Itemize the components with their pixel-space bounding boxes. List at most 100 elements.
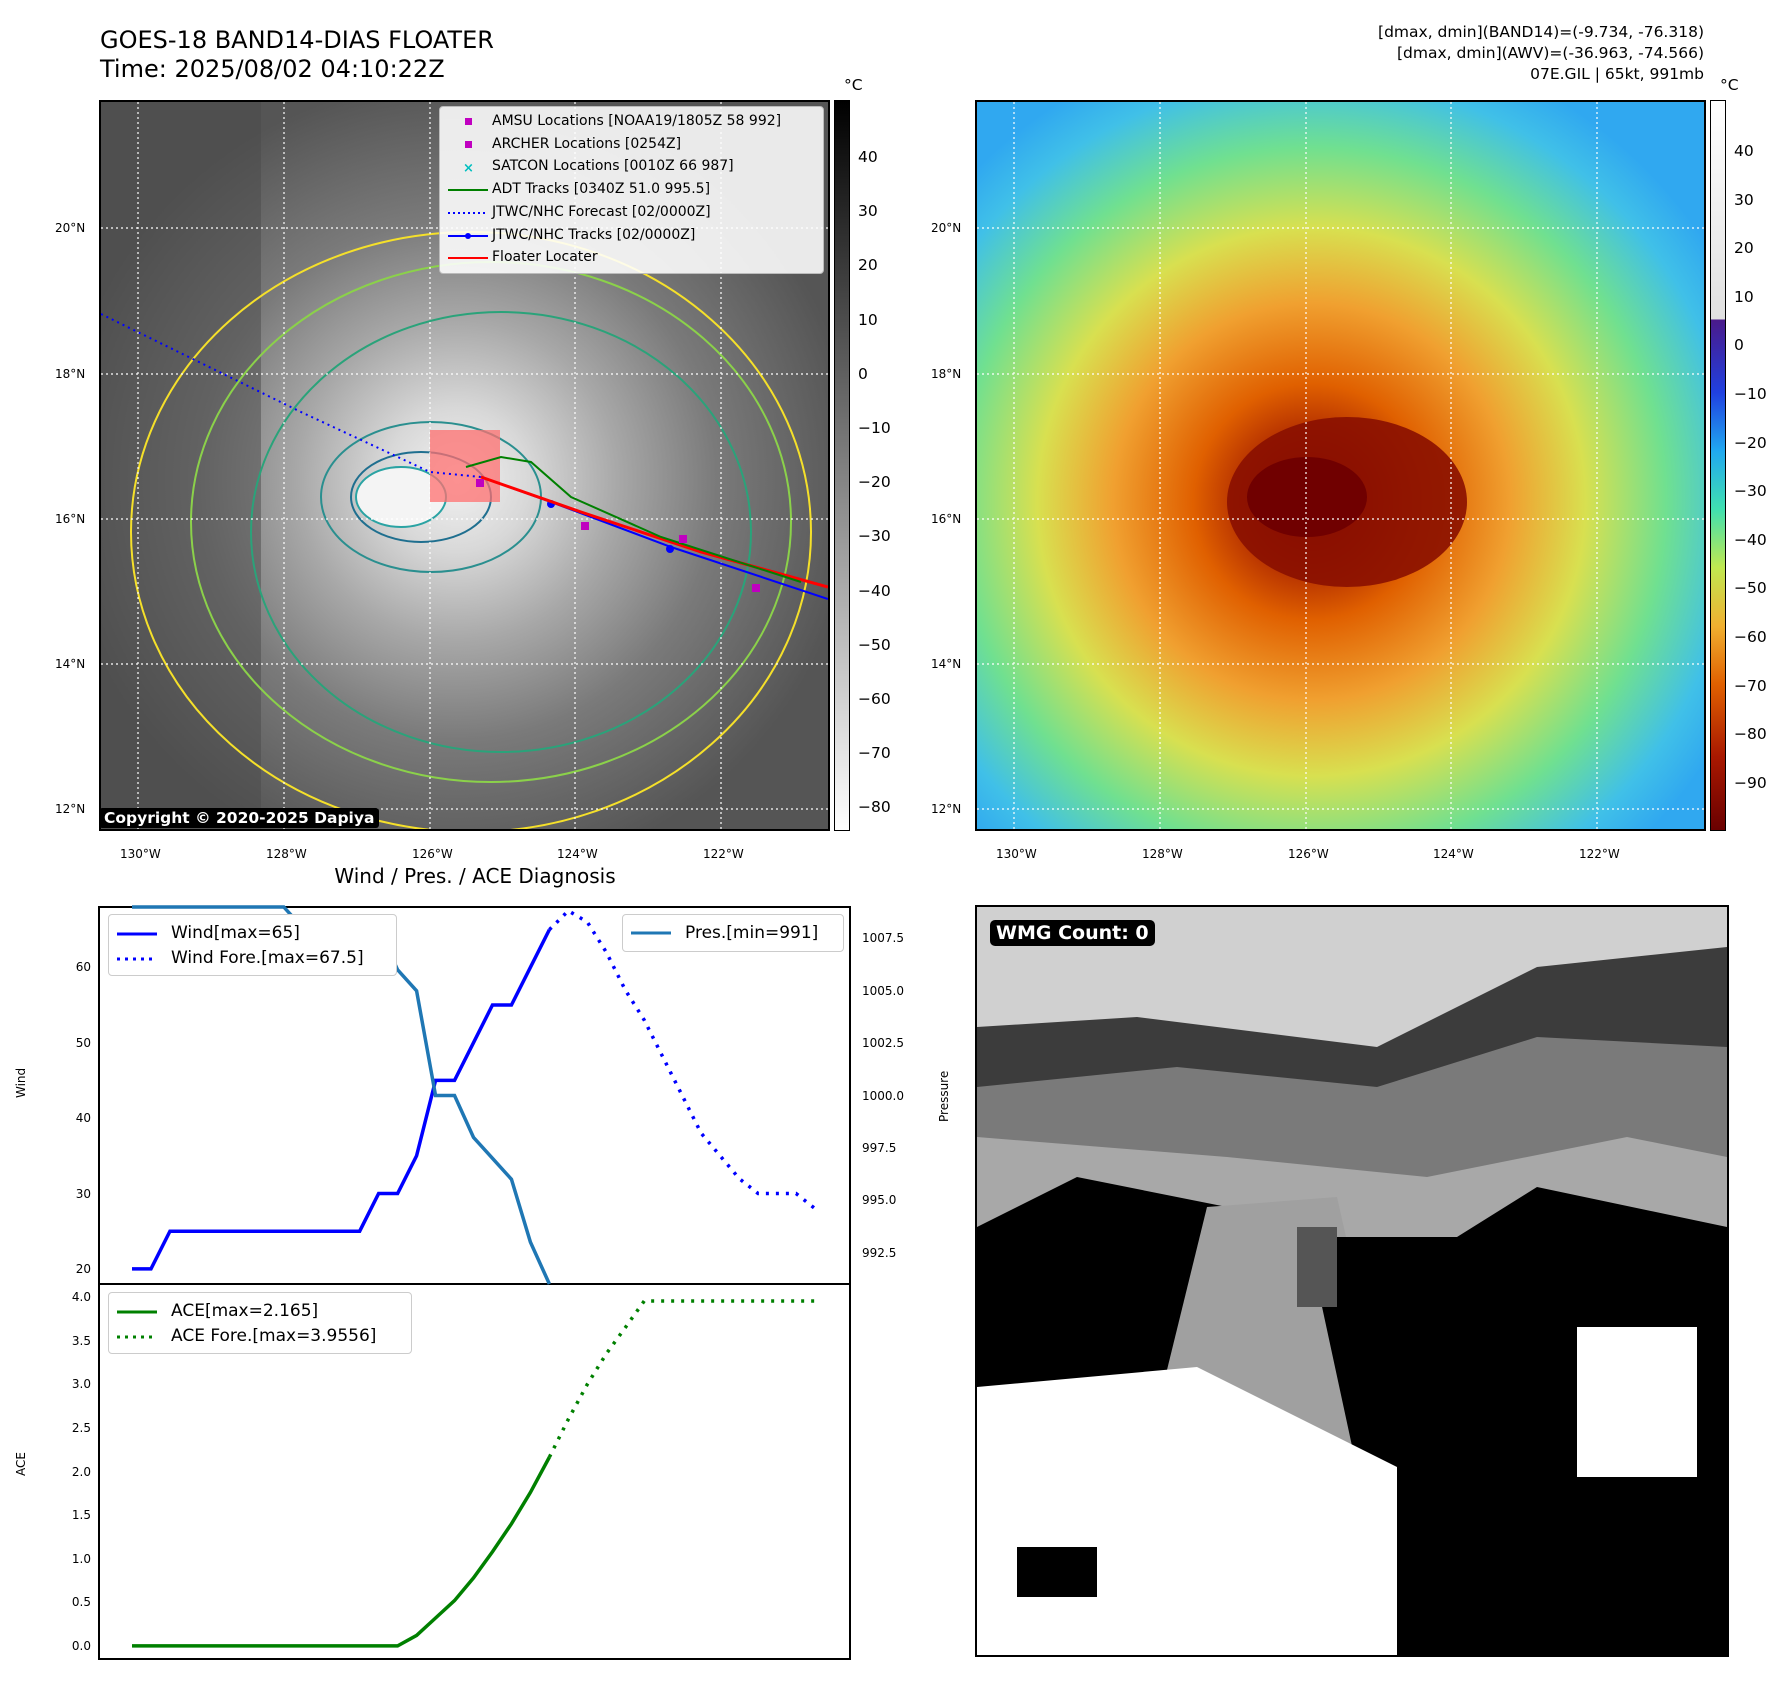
colorbar-tick-label: −40 [1734, 530, 1767, 549]
pressure-tick-label: 1005.0 [862, 983, 904, 998]
ace-tick-label: 2.5 [71, 1420, 91, 1435]
pressure-tick-label: 997.5 [862, 1140, 897, 1155]
wind-axis-label: Wind [14, 1067, 28, 1098]
pressure-legend: Pres.[min=991] [622, 914, 844, 952]
lat-tick-label: 12°N [55, 802, 86, 816]
pressure-legend-symbol [631, 931, 671, 935]
svg-text:×: × [463, 161, 474, 176]
legend-label: ADT Tracks [0340Z 51.0 995.5] [492, 181, 711, 198]
wmg-count-label: WMG Count: 0 [990, 920, 1155, 946]
legend-symbol [448, 211, 488, 214]
pressure-axis-label: Pressure [937, 1070, 951, 1122]
wind-tick-label: 40 [75, 1111, 91, 1126]
pressure-legend-label: Pres.[min=991] [685, 923, 819, 943]
colorbar-tick-label: −40 [858, 581, 891, 600]
pressure-tick-label: 1000.0 [862, 1088, 904, 1103]
ace-tick-label: 0.5 [71, 1595, 91, 1610]
colorbar-tick-label: −10 [1734, 385, 1767, 403]
ace-legend: ACE[max=2.165] ACE Fore.[max=3.9556] [108, 1292, 412, 1354]
ace-axis-label: ACE [14, 1452, 28, 1476]
wind-legend-label: Wind[max=65] [171, 923, 300, 943]
lon-tick-label: 124°W [1433, 847, 1474, 861]
lat-tick-label: 12°N [931, 802, 962, 816]
lat-tick-label: 20°N [55, 221, 86, 235]
colorbar-tick-label: −80 [1734, 725, 1767, 744]
lon-tick-label: 128°W [266, 847, 307, 861]
ace-fore-legend-label: ACE Fore.[max=3.9556] [171, 1326, 377, 1346]
lon-tick-label: 122°W [703, 847, 744, 861]
ace-tick-label: 2.0 [71, 1464, 91, 1479]
awv-map-panel [975, 100, 1706, 831]
legend-symbol [465, 140, 472, 148]
awv-range: [dmax, dmin](AWV)=(-36.963, -74.566) [1397, 44, 1704, 62]
lon-tick-label: 130°W [120, 847, 161, 861]
pressure-tick-label: 1002.5 [862, 1036, 904, 1051]
amsu-marker [581, 522, 589, 530]
pressure-tick-label: 995.0 [862, 1193, 897, 1208]
colorbar-tick-label: −10 [858, 419, 891, 437]
copyright-label: Copyright © 2020-2025 Dapiya [99, 808, 380, 828]
legend-label: SATCON Locations [0010Z 66 987] [492, 158, 734, 175]
lon-tick-label: 122°W [1579, 847, 1620, 861]
figure-title: GOES-18 BAND14-DIAS FLOATER Time: 2025/0… [100, 26, 494, 84]
ace-tick-label: 1.5 [71, 1508, 91, 1523]
colorbar-tick-label: 10 [1734, 287, 1754, 306]
awv-map-gridlines [977, 102, 1704, 829]
colorbar-tick-label: −20 [1734, 433, 1767, 452]
lat-tick-label: 18°N [55, 367, 86, 381]
legend-label: JTWC/NHC Tracks [02/0000Z] [492, 226, 696, 243]
legend-label: Floater Locater [492, 249, 598, 266]
adt-track [465, 455, 802, 583]
jtwc-point [666, 545, 674, 553]
colorbar-tick-label: 30 [1734, 190, 1754, 209]
cbar2-unit: °C [1720, 76, 1739, 94]
amsu-marker [752, 584, 760, 592]
cbar2 [1710, 100, 1726, 831]
wmg-image [977, 907, 1727, 1655]
colorbar-tick-label: −90 [1734, 773, 1767, 792]
awv-map-image [977, 102, 1704, 829]
colorbar-tick-label: 30 [858, 202, 878, 221]
ace-series-line [132, 1456, 551, 1648]
colorbar-tick-label: 20 [858, 256, 878, 275]
wind-tick-label: 60 [75, 960, 91, 975]
colorbar-tick-label: 10 [858, 310, 878, 329]
wmg-panel [975, 905, 1729, 1657]
lon-tick-label: 124°W [557, 847, 598, 861]
figure-info: [dmax, dmin](BAND14)=(-9.734, -76.318) [… [1378, 22, 1704, 85]
wind-forecast-line [548, 908, 817, 1210]
colorbar-tick-label: −50 [1734, 579, 1767, 598]
archer-marker [476, 479, 484, 487]
colorbar-tick-label: 0 [1734, 336, 1744, 355]
legend-symbol: × [463, 161, 474, 176]
legend-symbol [448, 189, 488, 192]
colorbar-tick-label: −70 [1734, 676, 1767, 695]
legend-label: JTWC/NHC Forecast [02/0000Z] [492, 203, 711, 220]
figure-title-line2: Time: 2025/08/02 04:10:22Z [100, 55, 445, 83]
ace-tick-label: 3.0 [71, 1377, 91, 1392]
diagnosis-title: Wind / Pres. / ACE Diagnosis [334, 864, 616, 888]
lon-tick-label: 126°W [412, 847, 453, 861]
wind-tick-label: 20 [75, 1261, 91, 1276]
wind-tick-label: 30 [75, 1186, 91, 1201]
pressure-tick-label: 1007.5 [862, 931, 904, 946]
colorbar-tick-label: 0 [858, 364, 868, 383]
legend-symbol [448, 232, 488, 239]
ace-tick-label: 4.0 [71, 1290, 91, 1305]
wind-legend: Wind[max=65] Wind Fore.[max=67.5] [108, 914, 397, 976]
ace-legend-symbols [117, 1310, 157, 1339]
map-legend: AMSU Locations [NOAA19/1805Z 58 992] ARCH… [439, 106, 824, 274]
lat-tick-label: 18°N [931, 367, 962, 381]
band14-range: [dmax, dmin](BAND14)=(-9.734, -76.318) [1378, 23, 1704, 41]
amsu-marker [679, 535, 687, 543]
figure-title-line1: GOES-18 BAND14-DIAS FLOATER [100, 26, 494, 54]
wind-series-line [132, 928, 551, 1271]
lon-tick-label: 128°W [1142, 847, 1183, 861]
colorbar-tick-label: −30 [1734, 482, 1767, 501]
wind-legend-symbols [117, 932, 157, 961]
colorbar-tick-label: 20 [1734, 239, 1754, 258]
ace-tick-label: 1.0 [71, 1551, 91, 1566]
wind-tick-label: 50 [75, 1035, 91, 1050]
cbar1 [834, 100, 850, 831]
forecast-track [101, 313, 482, 478]
